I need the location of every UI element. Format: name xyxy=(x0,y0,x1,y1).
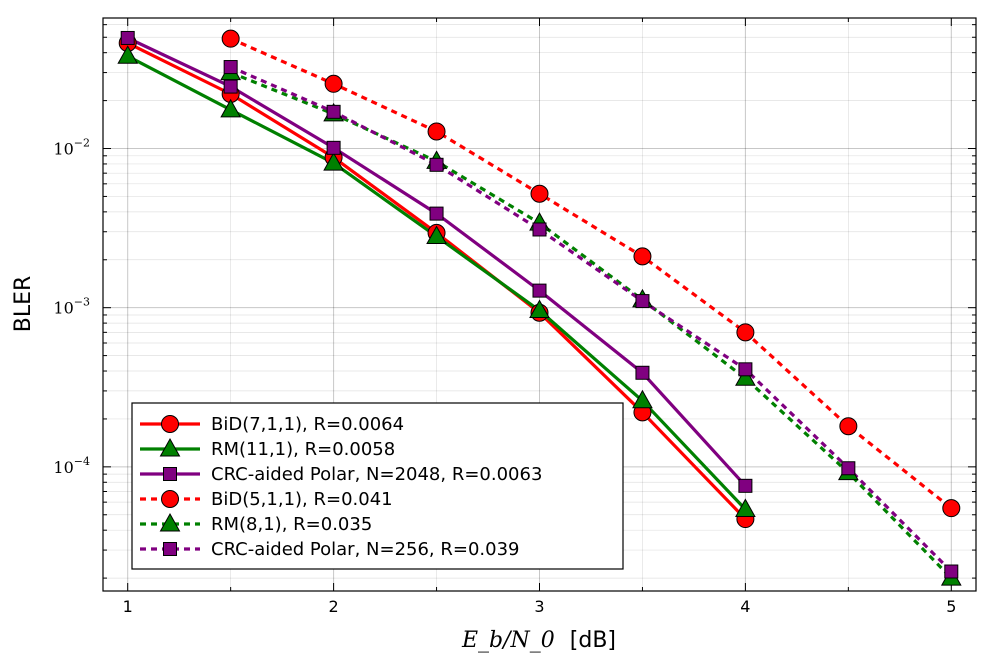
legend: BiD(7,1,1), R=0.0064 RM(11,1), R=0.0058 CR… xyxy=(131,402,624,570)
data-point-series-4 xyxy=(324,74,343,93)
y-tick-base: 10 xyxy=(53,140,73,159)
legend-entries: BiD(7,1,1), R=0.0064 RM(11,1), R=0.0058 CR… xyxy=(140,414,542,560)
x-axis-label: E_b/N_0 [dB] xyxy=(461,628,616,653)
y-tick-exponent: −4 xyxy=(74,455,90,468)
data-point-series-3 xyxy=(223,79,238,94)
legend-label: RM(11,1), R=0.0058 xyxy=(211,439,395,460)
axis-ticks xyxy=(103,18,976,591)
data-point-series-6 xyxy=(532,222,547,237)
legend-marker xyxy=(163,467,177,481)
legend-label: CRC-aided Polar, N=2048, R=0.0063 xyxy=(211,464,542,485)
data-point-series-2 xyxy=(426,225,447,245)
legend-marker xyxy=(161,490,179,508)
y-axis-label: BLER xyxy=(11,276,36,333)
legend-label: BiD(7,1,1), R=0.0064 xyxy=(211,414,404,435)
x-tick-label: 1 xyxy=(123,597,133,616)
data-point-series-4 xyxy=(427,122,446,141)
legend-marker xyxy=(161,415,179,433)
x-tick-label: 4 xyxy=(740,597,750,616)
data-point-series-2 xyxy=(529,299,550,319)
data-point-series-6 xyxy=(223,60,238,75)
legend-label: CRC-aided Polar, N=256, R=0.039 xyxy=(211,539,520,560)
data-point-series-4 xyxy=(530,184,549,203)
data-point-series-2 xyxy=(323,152,344,171)
data-point-series-3 xyxy=(120,30,135,45)
legend-marker xyxy=(159,437,181,457)
legend-marker xyxy=(163,542,177,556)
data-point-series-3 xyxy=(635,365,650,380)
data-point-series-6 xyxy=(635,294,650,309)
x-tick-label: 3 xyxy=(534,597,544,616)
data-point-series-2 xyxy=(220,98,242,118)
y-tick-exponent: −2 xyxy=(74,137,90,150)
data-point-series-5 xyxy=(735,367,756,386)
data-point-series-6 xyxy=(429,157,444,172)
data-point-series-4 xyxy=(736,323,755,342)
y-tick-base: 10 xyxy=(53,299,73,318)
data-point-series-3 xyxy=(532,283,547,298)
legend-marker xyxy=(159,512,181,532)
data-point-series-6 xyxy=(738,362,753,377)
y-tick-label: 10−2 xyxy=(53,137,90,159)
data-point-series-4 xyxy=(942,499,961,518)
series-markers xyxy=(117,29,962,586)
x-tick-label: 5 xyxy=(946,597,956,616)
y-tick-label: 10−3 xyxy=(53,296,90,318)
data-point-series-2 xyxy=(735,498,756,517)
y-tick-labels: 10−210−310−4 xyxy=(53,137,90,477)
legend-label: BiD(5,1,1), R=0.041 xyxy=(211,489,393,510)
data-point-series-4 xyxy=(839,417,858,436)
x-tick-labels: 1 2 3 4 5 xyxy=(123,597,957,616)
data-point-series-6 xyxy=(326,104,341,119)
data-point-series-2 xyxy=(632,389,653,409)
data-point-series-2 xyxy=(117,45,139,64)
y-tick-exponent: −3 xyxy=(74,296,90,309)
x-axis-label-unit: [dB] xyxy=(570,628,616,653)
data-point-series-4 xyxy=(221,29,240,48)
legend-box xyxy=(131,402,624,570)
y-tick-label: 10−4 xyxy=(53,455,90,477)
legend-label: RM(8,1), R=0.035 xyxy=(211,514,372,535)
data-point-series-3 xyxy=(326,140,341,155)
data-point-series-3 xyxy=(738,478,753,493)
x-axis-label-math: E_b/N_0 xyxy=(461,628,555,653)
x-tick-label: 2 xyxy=(329,597,339,616)
series-line-5 xyxy=(230,71,953,580)
y-tick-base: 10 xyxy=(53,458,73,477)
data-point-series-6 xyxy=(841,461,856,476)
data-point-series-3 xyxy=(429,206,444,221)
data-point-series-6 xyxy=(944,564,959,579)
series-line-6 xyxy=(230,65,953,573)
data-point-series-4 xyxy=(633,247,652,266)
